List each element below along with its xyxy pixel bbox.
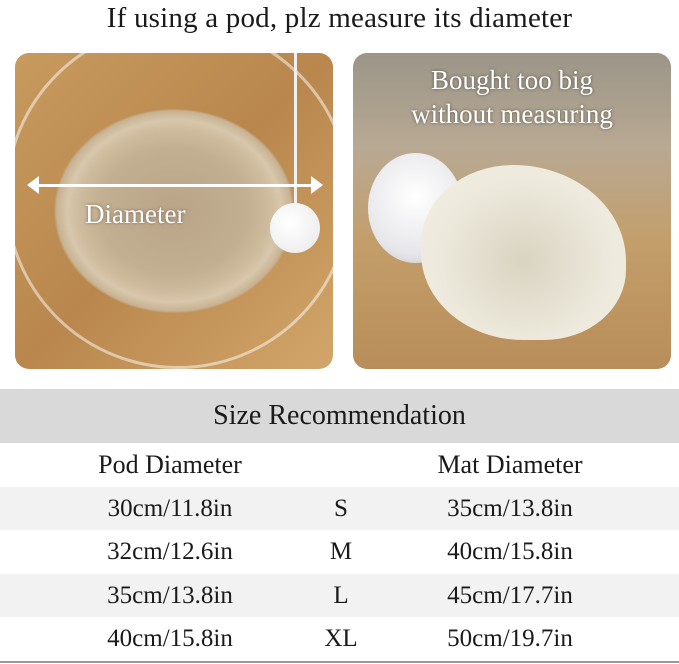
page-title: If using a pod, plz measure its diameter bbox=[106, 2, 573, 34]
table-row: 30cm/11.8in S 35cm/13.8in bbox=[0, 487, 679, 531]
size-cell: L bbox=[333, 581, 349, 609]
pod-cell: 35cm/13.8in bbox=[107, 581, 233, 609]
header-mat-diameter: Mat Diameter bbox=[437, 450, 583, 479]
size-cell: XL bbox=[324, 625, 358, 653]
mat-cell: 45cm/17.7in bbox=[447, 581, 573, 609]
table-header-row: Pod Diameter Mat Diameter bbox=[0, 443, 679, 487]
table-row: 32cm/12.6in M 40cm/15.8in bbox=[0, 530, 679, 573]
pod-rim bbox=[15, 53, 333, 369]
diameter-label: Diameter bbox=[85, 199, 186, 229]
mat-cell: 40cm/15.8in bbox=[447, 538, 573, 566]
table-row: 40cm/15.8in XL 50cm/19.7in bbox=[0, 617, 679, 660]
table-bottom-border bbox=[0, 660, 679, 663]
pod-cell: 40cm/15.8in bbox=[107, 625, 233, 653]
mat-cell: 50cm/19.7in bbox=[447, 625, 573, 653]
toy-ball bbox=[270, 203, 320, 253]
header-pod-diameter: Pod Diameter bbox=[98, 450, 242, 479]
mat-cell: 35cm/13.8in bbox=[447, 495, 573, 522]
double-arrow-icon bbox=[27, 176, 323, 194]
oversized-mat bbox=[421, 165, 626, 340]
pod-diameter-photo: Diameter bbox=[15, 53, 333, 369]
table-row: 35cm/13.8in L 45cm/17.7in bbox=[0, 573, 679, 618]
too-big-caption: Bought too big without measuring bbox=[353, 63, 671, 131]
caption-line-2: without measuring bbox=[411, 99, 613, 129]
pod-cell: 32cm/12.6in bbox=[107, 538, 233, 566]
too-big-mat-photo: Bought too big without measuring bbox=[353, 53, 671, 369]
pod-cell: 30cm/11.8in bbox=[107, 495, 233, 522]
toy-string bbox=[294, 53, 297, 203]
size-table: Size Recommendation Pod Diameter Mat Dia… bbox=[0, 389, 679, 663]
table-title: Size Recommendation bbox=[0, 389, 679, 443]
size-cell: M bbox=[329, 538, 353, 566]
caption-line-1: Bought too big bbox=[430, 65, 593, 95]
size-cell: S bbox=[334, 495, 348, 522]
